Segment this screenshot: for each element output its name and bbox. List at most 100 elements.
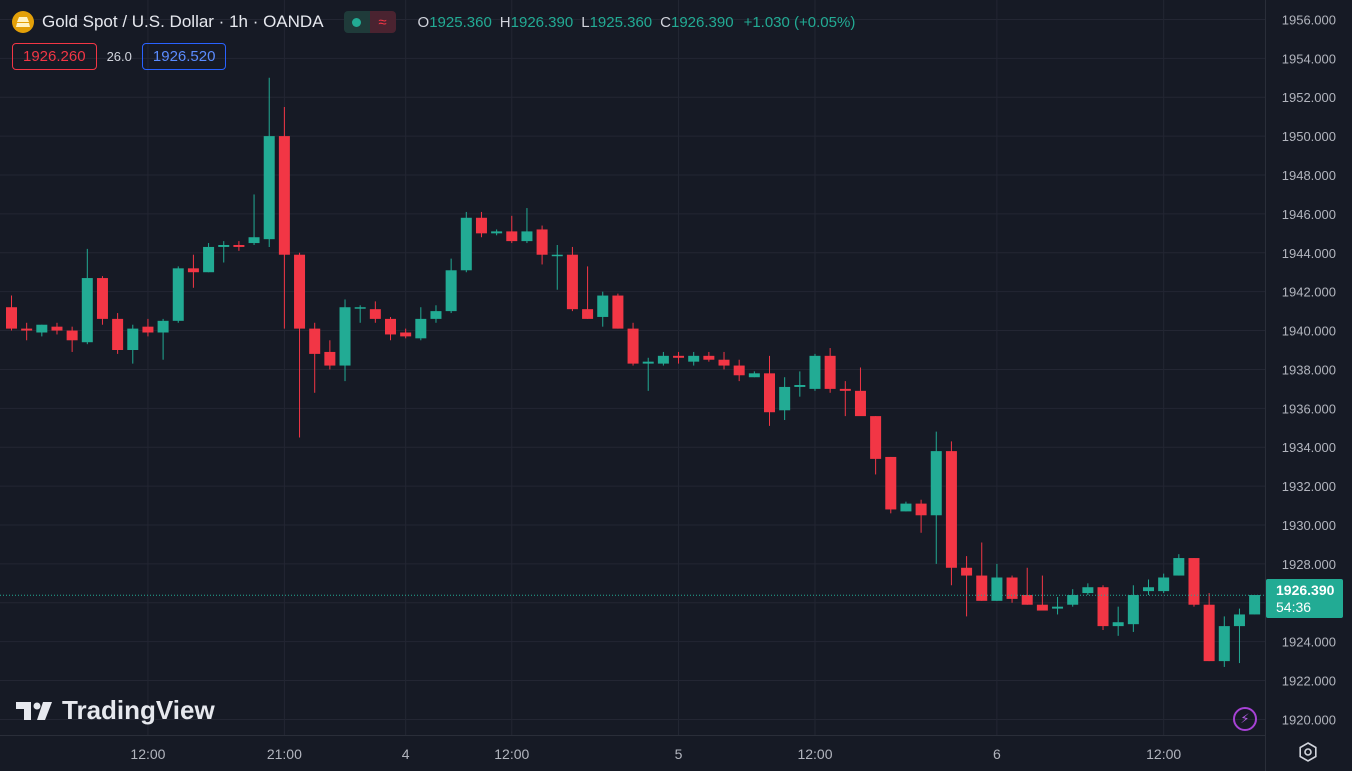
candle-down[interactable] (142, 318, 154, 337)
price-tick-label: 1950.000 (1282, 129, 1336, 144)
candle-down[interactable] (324, 340, 336, 370)
gold-bars-icon[interactable] (12, 11, 34, 33)
candle-body (733, 365, 745, 376)
candle-down[interactable] (309, 322, 321, 393)
candle-up[interactable] (521, 208, 533, 244)
candle-up[interactable] (991, 563, 1003, 601)
candle-down[interactable] (1188, 558, 1200, 607)
candle-down[interactable] (627, 322, 639, 366)
candle-down[interactable] (400, 328, 412, 339)
candle-down[interactable] (112, 313, 124, 354)
candle-down[interactable] (870, 416, 882, 475)
price-tick-label: 1940.000 (1282, 324, 1336, 339)
candle-up[interactable] (1143, 579, 1154, 595)
candle-up[interactable] (1082, 583, 1094, 595)
candle-up[interactable] (248, 194, 260, 245)
tradingview-watermark[interactable]: TradingView (16, 695, 215, 726)
candle-up[interactable] (1112, 606, 1124, 636)
candle-up[interactable] (36, 324, 48, 337)
candle-up[interactable] (203, 243, 215, 273)
candle-down[interactable] (1203, 593, 1215, 662)
candle-down[interactable] (536, 225, 548, 265)
candle-down[interactable] (976, 542, 988, 601)
candle-down[interactable] (961, 556, 973, 617)
candle-down[interactable] (369, 301, 381, 323)
candle-up[interactable] (930, 431, 942, 564)
candle-down[interactable] (1021, 567, 1033, 605)
price-tick-label: 1942.000 (1282, 285, 1336, 300)
candle-up[interactable] (779, 377, 791, 420)
candle-up[interactable] (445, 258, 457, 314)
symbol-title[interactable]: Gold Spot / U.S. Dollar · 1h · OANDA (42, 12, 324, 31)
candle-up[interactable] (1173, 554, 1185, 576)
candle-up[interactable] (748, 371, 760, 378)
lightning-icon[interactable]: ⚡ (1233, 707, 1257, 731)
candle-down[interactable] (385, 316, 396, 341)
candle-up[interactable] (657, 351, 669, 366)
candle-up[interactable] (1233, 608, 1245, 664)
candle-down[interactable] (294, 252, 306, 438)
candle-up[interactable] (263, 77, 275, 247)
candle-down[interactable] (764, 355, 775, 426)
candle-up[interactable] (1158, 573, 1170, 594)
candle-down[interactable] (945, 441, 957, 586)
candle-down[interactable] (854, 367, 866, 417)
candle-down[interactable] (278, 106, 290, 329)
candle-up[interactable] (339, 299, 351, 382)
candle-down[interactable] (824, 348, 836, 393)
candle-up[interactable] (81, 248, 93, 345)
candle-up[interactable] (642, 357, 654, 391)
candle-up[interactable] (597, 291, 609, 327)
candle-up[interactable] (491, 229, 503, 236)
candle-down[interactable] (51, 322, 63, 335)
candle-up[interactable] (794, 371, 806, 397)
candle-down[interactable] (612, 293, 624, 329)
candle-down[interactable] (1006, 575, 1018, 603)
candle-up[interactable] (415, 307, 427, 341)
candle-down[interactable] (582, 266, 594, 319)
buy-button[interactable]: 1926.520 (141, 43, 227, 70)
candle-down[interactable] (1036, 575, 1048, 611)
candle-up[interactable] (127, 324, 139, 364)
candle-down[interactable] (703, 351, 715, 362)
candle-up[interactable] (218, 241, 230, 263)
candle-up[interactable] (900, 501, 912, 512)
candle-up[interactable] (354, 305, 366, 323)
candle-up[interactable] (430, 305, 442, 323)
candle-down[interactable] (566, 246, 578, 312)
candle-down[interactable] (733, 359, 745, 382)
candle-down[interactable] (233, 241, 245, 251)
candle-up[interactable] (460, 211, 472, 273)
candle-down[interactable] (673, 351, 685, 364)
candle-body (36, 324, 48, 333)
candle-up[interactable] (551, 245, 563, 290)
sell-button[interactable]: 1926.260 (12, 43, 97, 70)
candle-up[interactable] (809, 353, 821, 391)
candle-body (157, 320, 169, 333)
candle-down[interactable] (885, 456, 897, 514)
candle-up[interactable] (157, 318, 169, 360)
candle-body (415, 318, 427, 339)
candle-down[interactable] (96, 276, 108, 325)
gear-icon[interactable] (1297, 741, 1319, 763)
candle-body (430, 311, 442, 319)
candle-up[interactable] (1127, 585, 1139, 632)
candle-down[interactable] (21, 322, 33, 341)
candle-down[interactable] (915, 499, 927, 533)
candle-up[interactable] (1067, 589, 1079, 607)
candle-down[interactable] (187, 254, 199, 288)
candle-down[interactable] (6, 295, 17, 331)
candle-down[interactable] (66, 326, 78, 352)
market-status[interactable]: ≈ (343, 11, 396, 33)
candle-up[interactable] (1052, 596, 1064, 615)
candle-up[interactable] (688, 351, 700, 366)
candle-up[interactable] (1218, 616, 1230, 667)
candle-down[interactable] (839, 381, 851, 417)
candle-down[interactable] (718, 351, 730, 370)
candle-down[interactable] (506, 215, 518, 244)
candle-up[interactable] (172, 266, 184, 323)
candle-up[interactable] (1249, 595, 1261, 615)
candle-down[interactable] (1097, 585, 1109, 630)
candle-down[interactable] (475, 211, 487, 238)
